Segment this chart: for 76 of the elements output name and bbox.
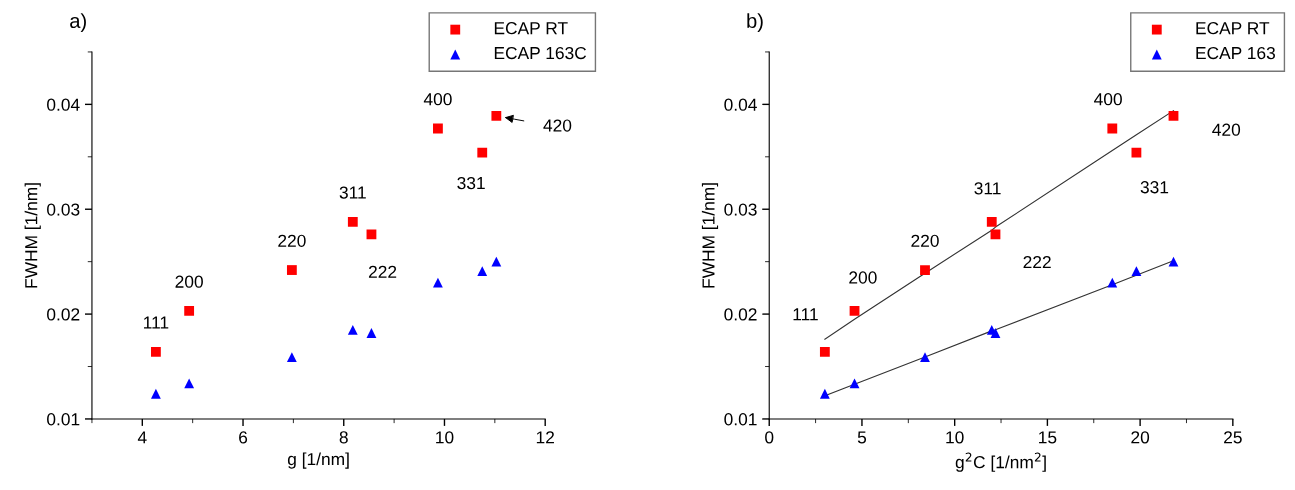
point xyxy=(819,388,830,399)
legend-label: ECAP RT xyxy=(1196,22,1270,35)
point xyxy=(986,216,997,227)
point xyxy=(1131,147,1142,158)
point xyxy=(347,324,358,335)
x-tick-label: 6 xyxy=(239,431,248,444)
annotation: 400 xyxy=(1094,93,1122,106)
y-tick-label: 0.03 xyxy=(47,203,80,216)
x-axis-title: g$^{2}$C [1/nm$^{2}$] xyxy=(955,452,1046,472)
point xyxy=(1131,266,1142,277)
y-tick-label: 0.02 xyxy=(47,308,80,321)
annotation: 222 xyxy=(368,265,397,278)
point xyxy=(819,346,830,357)
annotation: 111 xyxy=(793,308,818,321)
annotation: 200 xyxy=(175,275,203,288)
annotation: 331 xyxy=(457,176,485,190)
point xyxy=(286,352,297,362)
y-tick-label: 0.04 xyxy=(724,98,757,111)
annotation: 311 xyxy=(339,186,366,199)
point xyxy=(286,265,297,275)
y-tick-label: 0.01 xyxy=(724,413,757,426)
x-axis-title: g [1/nm] xyxy=(287,452,349,469)
point xyxy=(366,328,377,338)
x-tick-label: 20 xyxy=(1131,431,1150,444)
point xyxy=(433,277,443,288)
point xyxy=(1107,277,1118,288)
point xyxy=(1168,256,1179,267)
y-tick-label: 0.04 xyxy=(47,98,80,111)
point xyxy=(477,266,488,277)
legend-label: ECAP 163C xyxy=(494,46,587,60)
point xyxy=(491,110,502,121)
point xyxy=(849,306,860,316)
annotation: 220 xyxy=(911,234,939,247)
point xyxy=(184,378,195,389)
y-axis-title: FWHM [1/nm] xyxy=(24,183,41,288)
point xyxy=(477,147,488,158)
legend-label: ECAP RT xyxy=(494,22,568,35)
y-tick-label: 0.01 xyxy=(47,413,80,426)
annotation: 420 xyxy=(543,119,572,132)
annotation: 111 xyxy=(144,316,169,329)
y-axis-title: FWHM [1/nm] xyxy=(701,183,719,288)
x-tick-label: 4 xyxy=(137,431,147,444)
chart-title: a) xyxy=(70,13,86,32)
point xyxy=(849,378,860,389)
y-tick-label: 0.02 xyxy=(724,308,757,321)
chart-title: b) xyxy=(747,13,763,32)
y-tick-label: 0.03 xyxy=(724,203,757,216)
point xyxy=(1168,110,1179,121)
point xyxy=(920,352,930,362)
point xyxy=(990,328,1001,338)
point xyxy=(920,265,930,275)
x-tick-label: 0 xyxy=(765,431,774,444)
annotation: 220 xyxy=(278,234,306,247)
x-tick-label: 12 xyxy=(536,431,554,444)
annotation: 200 xyxy=(849,271,877,284)
annotation: 420 xyxy=(1212,123,1241,136)
point xyxy=(433,123,443,134)
x-tick-label: 10 xyxy=(436,431,454,444)
point xyxy=(347,216,358,227)
annotation: 331 xyxy=(1140,181,1169,194)
point xyxy=(1107,123,1118,134)
annotation: 222 xyxy=(1023,255,1051,269)
point xyxy=(150,388,161,399)
x-tick-label: 10 xyxy=(946,431,964,444)
point xyxy=(150,346,161,357)
point xyxy=(491,256,502,267)
annotation: 311 xyxy=(974,182,1001,195)
point xyxy=(366,229,377,240)
x-tick-label: 15 xyxy=(1039,431,1057,444)
x-tick-label: 5 xyxy=(857,431,867,444)
annotation: 400 xyxy=(423,93,452,106)
point xyxy=(990,229,1001,240)
point xyxy=(184,306,195,316)
x-tick-label: 8 xyxy=(339,431,348,444)
legend-label: ECAP 163 xyxy=(1196,46,1275,60)
x-tick-label: 25 xyxy=(1224,431,1242,444)
